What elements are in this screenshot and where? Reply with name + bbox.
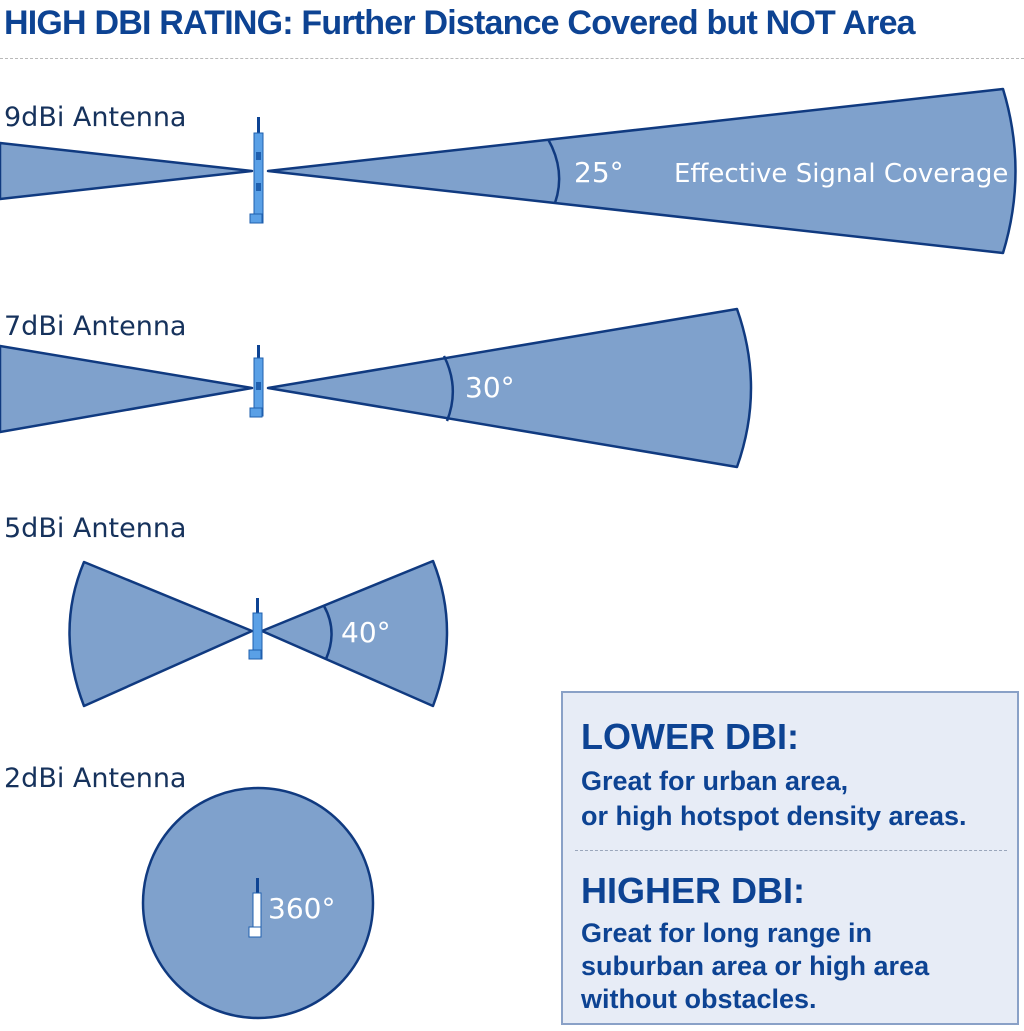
angle-label-5dbi: 40° <box>341 616 391 649</box>
angle-label-2dbi: 360° <box>268 892 336 925</box>
coverage-note: Effective Signal Coverage <box>674 159 1009 189</box>
title-divider <box>0 58 1024 59</box>
info-divider <box>575 850 1007 851</box>
lower-dbi-text-1: Great for urban area, <box>581 766 849 796</box>
beam-9dbi-right <box>266 87 1017 255</box>
beam-5dbi-left <box>68 560 254 708</box>
beam-7dbi-right <box>266 307 753 469</box>
antenna-label-2dbi: 2dBi Antenna <box>4 763 187 794</box>
antenna-label-9dbi: 9dBi Antenna <box>4 102 187 133</box>
higher-dbi-text-3: without obstacles. <box>581 984 817 1014</box>
antenna-icon-7dbi <box>249 345 264 418</box>
page-title: HIGH DBI RATING: Further Distance Covere… <box>4 4 916 42</box>
antenna-label-5dbi: 5dBi Antenna <box>4 513 187 544</box>
higher-dbi-heading: HIGHER DBI: <box>581 870 805 911</box>
dbi-info-box: LOWER DBI: Great for urban area, or high… <box>561 691 1019 1025</box>
beam-9dbi-left <box>0 141 254 201</box>
arc-7dbi <box>442 355 455 422</box>
lower-dbi-heading: LOWER DBI: <box>581 716 799 757</box>
lower-dbi-text-2: or high hotspot density areas. <box>581 801 967 831</box>
angle-label-9dbi: 25° <box>574 156 624 189</box>
beam-5dbi-right <box>260 559 449 708</box>
arc-5dbi <box>322 605 333 660</box>
antenna-icon-2dbi <box>248 878 262 938</box>
antenna-icon-9dbi <box>249 117 264 224</box>
antenna-icon-5dbi <box>248 598 263 660</box>
antenna-label-7dbi: 7dBi Antenna <box>4 311 187 342</box>
beam-7dbi-left <box>0 344 254 434</box>
angle-label-7dbi: 30° <box>465 371 515 404</box>
arc-9dbi <box>546 138 561 204</box>
higher-dbi-text-1: Great for long range in <box>581 918 873 948</box>
higher-dbi-text-2: suburban area or high area <box>581 951 930 981</box>
